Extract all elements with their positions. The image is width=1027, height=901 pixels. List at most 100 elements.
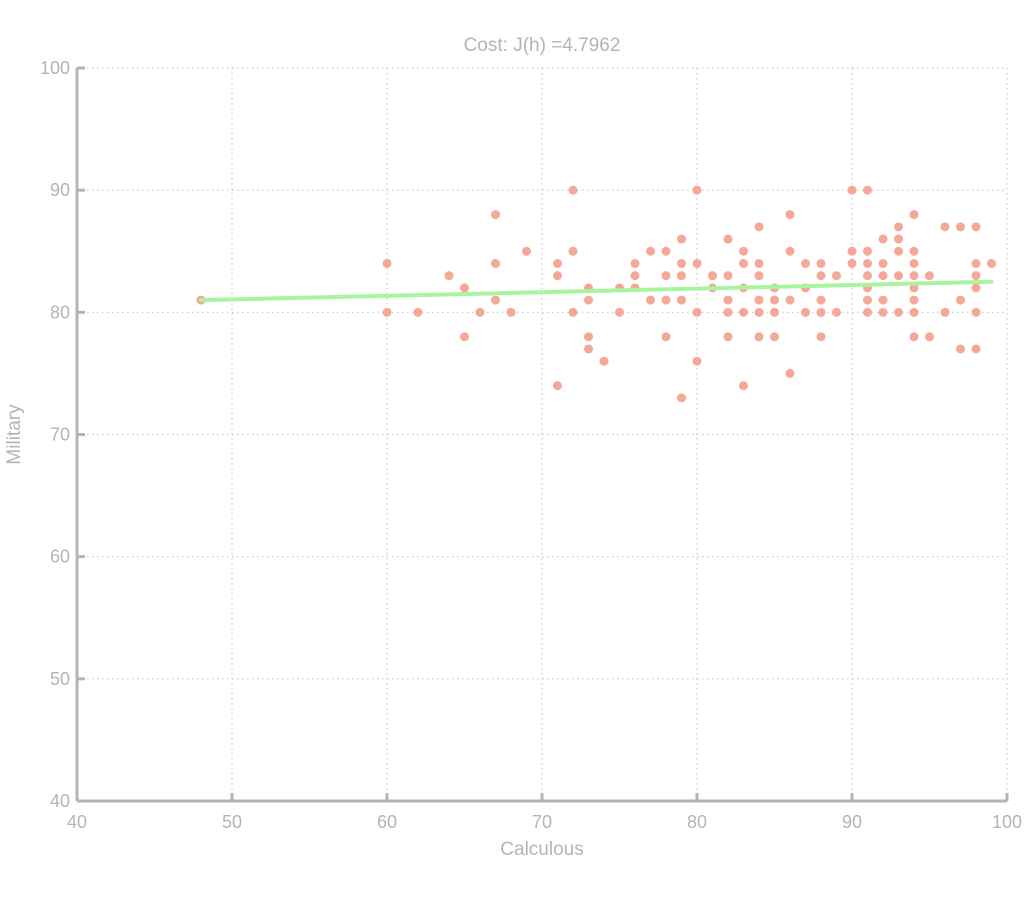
data-point: [971, 344, 981, 354]
data-point: [909, 307, 919, 317]
data-point: [584, 332, 593, 342]
data-point: [925, 271, 934, 281]
y-tick-label: 90: [50, 180, 70, 200]
data-point: [630, 258, 640, 268]
data-point: [491, 210, 500, 220]
data-point: [754, 258, 764, 268]
x-tick-label: 70: [532, 812, 552, 832]
data-point: [739, 246, 748, 256]
data-point: [971, 222, 981, 232]
data-point: [987, 258, 996, 268]
data-point: [801, 307, 810, 317]
data-point: [723, 295, 733, 305]
data-point: [816, 271, 826, 281]
data-point: [444, 271, 454, 281]
data-point: [754, 222, 764, 232]
data-point: [909, 271, 919, 281]
data-point: [940, 307, 950, 317]
data-point: [661, 295, 671, 305]
data-point: [878, 258, 888, 268]
data-point: [754, 307, 764, 317]
data-point: [754, 332, 764, 342]
data-point: [909, 283, 919, 293]
data-point: [723, 271, 733, 281]
data-point: [863, 258, 872, 268]
data-point: [909, 210, 919, 220]
data-point: [878, 307, 888, 317]
data-point: [816, 258, 826, 268]
fit-line-layer: [199, 279, 994, 303]
data-point: [816, 295, 826, 305]
data-point: [630, 271, 640, 281]
data-point: [847, 185, 857, 195]
y-tick-label: 80: [50, 302, 70, 322]
data-point: [847, 246, 857, 256]
data-point: [832, 271, 841, 281]
data-point: [956, 295, 965, 305]
data-point: [522, 246, 531, 256]
data-point: [909, 332, 919, 342]
data-point: [894, 222, 903, 232]
data-point: [863, 295, 872, 305]
data-point: [863, 246, 872, 256]
data-point: [646, 246, 655, 256]
data-point: [894, 234, 903, 244]
data-point: [692, 356, 702, 366]
data-point: [909, 295, 919, 305]
data-point: [863, 307, 872, 317]
data-point: [894, 246, 903, 256]
data-point: [568, 185, 578, 195]
data-point: [677, 234, 686, 244]
data-point: [971, 258, 981, 268]
data-point: [863, 185, 872, 195]
data-points: [196, 185, 996, 403]
data-point: [739, 381, 748, 391]
data-point: [692, 307, 702, 317]
data-point: [832, 307, 841, 317]
data-point: [956, 344, 965, 354]
grid: [77, 67, 1008, 801]
data-point: [568, 307, 578, 317]
data-point: [894, 271, 903, 281]
y-tick-label: 60: [50, 547, 70, 567]
data-point: [739, 307, 748, 317]
data-point: [382, 258, 392, 268]
data-point: [661, 332, 671, 342]
y-tick-label: 40: [50, 791, 70, 811]
data-point: [599, 356, 609, 366]
data-point: [491, 258, 500, 268]
data-point: [553, 271, 562, 281]
data-point: [909, 258, 919, 268]
data-point: [553, 258, 562, 268]
data-point: [491, 295, 500, 305]
y-tick-label: 100: [40, 58, 70, 78]
data-point: [894, 307, 903, 317]
data-point: [878, 234, 888, 244]
data-point: [615, 307, 624, 317]
data-point: [382, 307, 392, 317]
data-point: [708, 271, 717, 281]
data-point: [584, 344, 593, 354]
y-axis-title: Military: [4, 404, 25, 465]
data-point: [692, 258, 702, 268]
x-tick-label: 50: [222, 812, 242, 832]
data-point: [568, 246, 578, 256]
chart-title: Cost: J(h) =4.7962: [464, 35, 621, 56]
data-point: [661, 246, 671, 256]
data-point: [506, 307, 516, 317]
data-point: [770, 295, 779, 305]
data-point: [460, 332, 469, 342]
ticks: 40 50 60 70 80 90 100 40 50 60 70 80 90 100: [40, 58, 1022, 832]
data-point: [754, 271, 764, 281]
x-tick-label: 60: [377, 812, 397, 832]
data-point: [692, 185, 702, 195]
data-point: [971, 307, 981, 317]
data-point: [584, 295, 593, 305]
x-tick-label: 100: [992, 812, 1022, 832]
data-point: [971, 283, 981, 293]
x-tick-label: 80: [687, 812, 707, 832]
data-point: [925, 332, 934, 342]
data-point: [677, 393, 686, 403]
data-point: [940, 222, 950, 232]
